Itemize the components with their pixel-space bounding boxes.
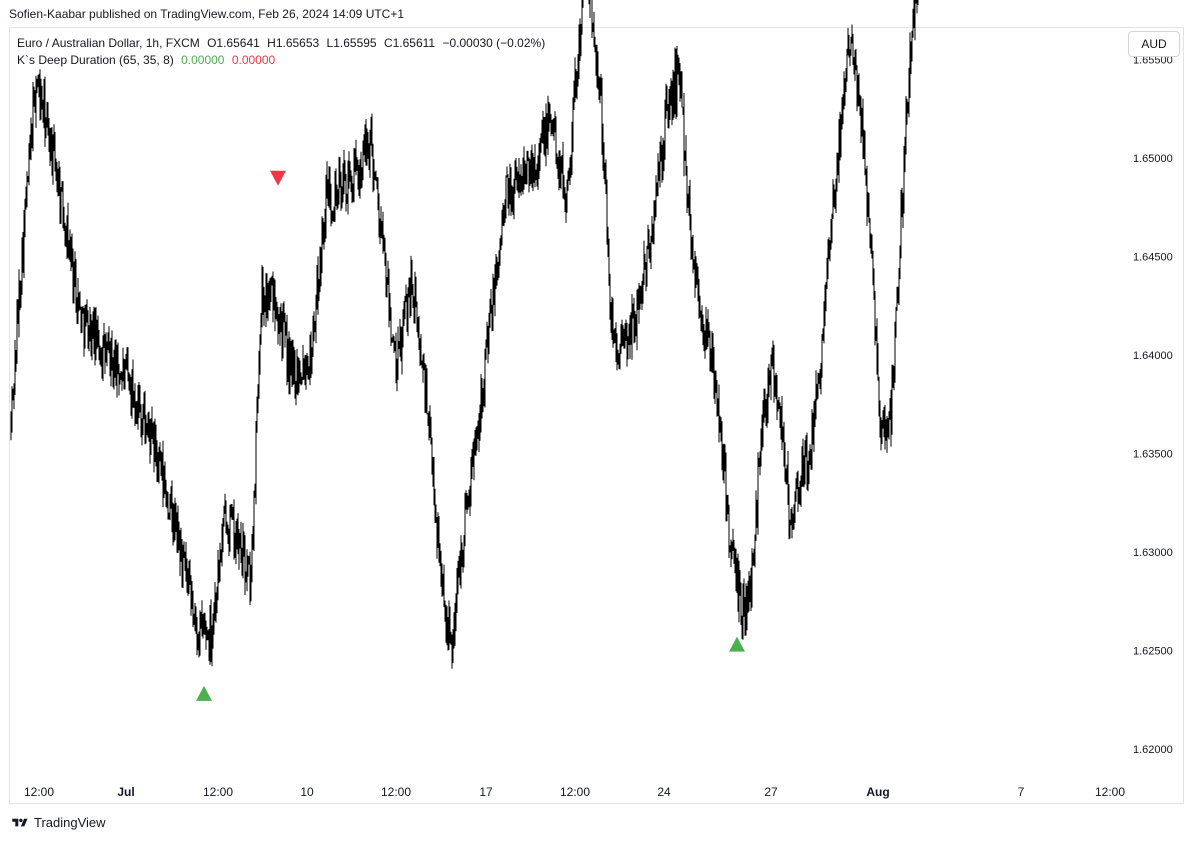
low-value: L1.65595 (326, 36, 377, 50)
tradingview-logo-icon (12, 818, 28, 826)
price-tick-label: 1.65500 (1133, 55, 1173, 67)
change-value: −0.00030 (−0.02%) (442, 36, 546, 50)
buy-signal-marker (196, 685, 212, 701)
time-tick-label: 24 (657, 785, 671, 799)
time-tick-label: Jul (117, 785, 134, 799)
time-tick-label: 12:00 (560, 785, 590, 799)
time-tick-label: 7 (1018, 785, 1025, 799)
open-value: O1.65641 (207, 36, 260, 50)
price-tick-label: 1.64500 (1133, 252, 1173, 264)
time-tick-label: 27 (764, 785, 778, 799)
symbol-name[interactable]: Euro / Australian Dollar, 1h, FXCM (17, 36, 200, 50)
time-tick-label: 17 (479, 785, 493, 799)
signal-markers (196, 170, 745, 701)
symbol-legend: Euro / Australian Dollar, 1h, FXCM O1.65… (17, 36, 549, 50)
sell-signal-marker (270, 170, 286, 186)
chart-frame (9, 27, 1184, 804)
price-tick-label: 1.63500 (1133, 449, 1173, 461)
time-tick-label: 12:00 (203, 785, 233, 799)
indicator-legend: K`s Deep Duration (65, 35, 8) 0.00000 0.… (17, 53, 279, 67)
indicator-name[interactable]: K`s Deep Duration (65, 35, 8) (17, 53, 174, 67)
price-tick-label: 1.62500 (1133, 646, 1173, 658)
time-axis[interactable]: 12:00 Jul 12:00 10 12:00 17 12:00 24 27 Aug 7 12:00 (24, 785, 1125, 799)
time-tick-label: 12:00 (24, 785, 54, 799)
publish-line: Sofien-Kaabar published on TradingView.c… (9, 7, 405, 21)
indicator-value-green: 0.00000 (181, 53, 225, 67)
price-axis[interactable]: 1.62000 1.62500 1.63000 1.63500 1.64000 1.645… (1133, 0, 1173, 757)
price-tick-label: 1.63000 (1133, 547, 1173, 559)
price-tick-label: 1.65000 (1133, 153, 1173, 165)
indicator-value-red: 0.00000 (231, 53, 276, 67)
time-tick-label: 12:00 (381, 785, 411, 799)
ohlc-bars (10, 0, 919, 669)
time-tick-label: 12:00 (1095, 785, 1125, 799)
tradingview-brand[interactable]: TradingView (10, 815, 106, 830)
close-value: C1.65611 (383, 36, 436, 50)
buy-signal-marker (729, 636, 745, 652)
time-tick-label: Aug (866, 785, 889, 799)
price-tick-label: 1.62000 (1133, 744, 1173, 756)
price-tick-label: 1.64000 (1133, 350, 1173, 362)
high-value: H1.65653 (267, 36, 320, 50)
currency-button[interactable]: AUD (1128, 31, 1180, 57)
brand-name: TradingView (34, 815, 106, 830)
time-tick-label: 10 (300, 785, 314, 799)
